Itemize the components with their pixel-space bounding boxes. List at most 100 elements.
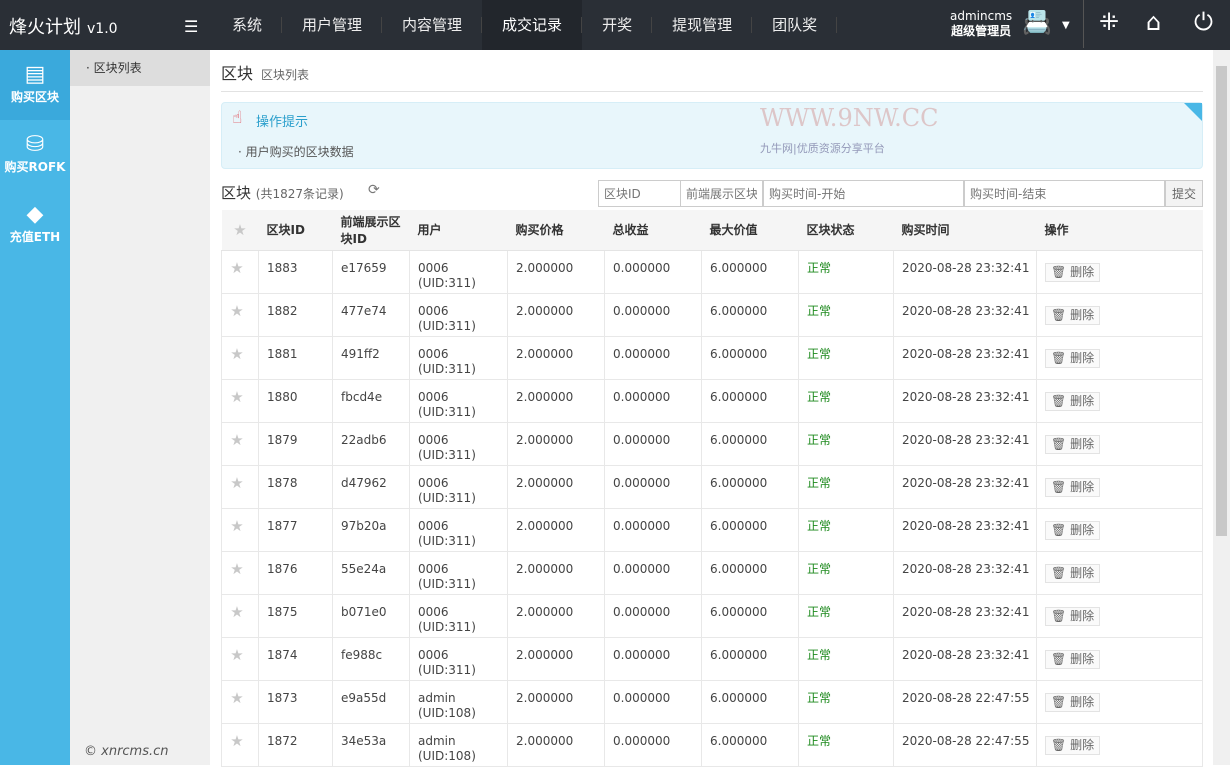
delete-label: 删除 (1070, 522, 1095, 537)
star-icon[interactable]: ★ (221, 550, 259, 595)
actions-cell: 🗑 删除 (1036, 464, 1203, 509)
sidebar-item-buy-block[interactable]: ▤ 购买区块 (0, 50, 70, 120)
buy-time: 2020-08-28 23:32:41 (893, 292, 1037, 337)
copyright: © xnrcms.cn (84, 744, 169, 759)
user-cell: 0006 (UID:311) (409, 378, 508, 423)
pointer-hand-icon: ☝ (232, 108, 243, 128)
app-title: 烽火计划 v1.0 (9, 13, 118, 39)
delete-label: 删除 (1070, 264, 1095, 279)
refresh-icon[interactable]: ⟳ (368, 182, 380, 198)
delete-button[interactable]: 🗑 删除 (1045, 520, 1101, 540)
front-block-id: fbcd4e (332, 378, 410, 423)
contact-card-icon[interactable]: 📇 (1022, 8, 1052, 36)
delete-button[interactable]: 🗑 删除 (1045, 649, 1101, 669)
collapse-corner-icon[interactable] (1184, 103, 1202, 121)
star-icon[interactable]: ★ (221, 335, 259, 380)
menu-toggle-icon[interactable]: ☰ (184, 17, 199, 36)
end-time-input[interactable] (964, 180, 1165, 207)
star-icon[interactable]: ★ (221, 679, 259, 724)
max-value: 6.000000 (701, 636, 799, 681)
trash-icon: 🗑 (1051, 565, 1067, 580)
power-icon[interactable]: ⏻ (1194, 8, 1213, 36)
nav-users[interactable]: 用户管理 (282, 0, 383, 50)
user-cell: 0006 (UID:311) (409, 464, 508, 509)
delete-button[interactable]: 🗑 删除 (1045, 692, 1101, 712)
sidebar-item-buy-rofk[interactable]: ⛁ 购买ROFK (0, 120, 70, 190)
sidebar-item-recharge-eth[interactable]: ◆ 充值ETH (0, 190, 70, 260)
user-uid: (UID:108) (418, 705, 476, 720)
user-name: 0006 (418, 475, 449, 490)
start-time-input[interactable] (763, 180, 964, 207)
nav-content[interactable]: 内容管理 (382, 0, 483, 50)
table-row: ★ 1877 97b20a 0006 (UID:311) 2.000000 0.0… (221, 507, 1203, 552)
star-icon[interactable]: ★ (221, 292, 259, 337)
nav-withdraw[interactable]: 提现管理 (652, 0, 753, 50)
block-id-input[interactable] (598, 180, 680, 207)
delete-button[interactable]: 🗑 删除 (1045, 563, 1101, 583)
divider (1083, 0, 1084, 48)
list-title: 区块 (共1827条记录) (221, 182, 344, 203)
table-row: ★ 1878 d47962 0006 (UID:311) 2.000000 0.0… (221, 464, 1203, 509)
table-row: ★ 1872 34e53a admin (UID:108) 2.000000 0.… (221, 722, 1203, 767)
star-icon[interactable]: ★ (221, 249, 259, 294)
status-badge: 正常 (798, 249, 894, 294)
home-icon[interactable]: ⌂ (1146, 8, 1162, 36)
submit-button[interactable]: 提交 (1165, 180, 1203, 207)
actions-cell: 🗑 删除 (1036, 593, 1203, 638)
nav-system[interactable]: 系统 (212, 0, 283, 50)
front-block-id-input[interactable] (680, 180, 763, 207)
table-row: ★ 1876 55e24a 0006 (UID:311) 2.000000 0.0… (221, 550, 1203, 595)
delete-button[interactable]: 🗑 删除 (1045, 477, 1101, 497)
user-name: 0006 (418, 432, 449, 447)
user-name: admincms (950, 9, 1013, 23)
star-icon[interactable]: ★ (221, 593, 259, 638)
user-uid: (UID:311) (418, 490, 476, 505)
submenu-item-block-list[interactable]: · 区块列表 (70, 50, 210, 86)
delete-button[interactable]: 🗑 删除 (1045, 262, 1101, 282)
top-bar: 烽火计划 v1.0 ☰ 系统 用户管理 内容管理 成交记录 开奖 提现管理 团队奖… (0, 0, 1230, 50)
delete-button[interactable]: 🗑 删除 (1045, 348, 1101, 368)
actions-cell: 🗑 删除 (1036, 722, 1203, 767)
nav-transactions[interactable]: 成交记录 (482, 0, 583, 50)
nav-lottery[interactable]: 开奖 (582, 0, 653, 50)
scrollbar[interactable] (1213, 50, 1230, 765)
total-income: 0.000000 (604, 550, 702, 595)
status-badge: 正常 (798, 722, 894, 767)
block-id: 1873 (258, 679, 333, 724)
delete-button[interactable]: 🗑 删除 (1045, 434, 1101, 454)
price: 2.000000 (507, 679, 605, 724)
network-icon[interactable]: ⁜ (1099, 8, 1120, 36)
delete-button[interactable]: 🗑 删除 (1045, 391, 1101, 411)
block-id: 1878 (258, 464, 333, 509)
star-icon[interactable]: ★ (221, 507, 259, 552)
delete-button[interactable]: 🗑 删除 (1045, 305, 1101, 325)
price: 2.000000 (507, 249, 605, 294)
nav-team-bonus[interactable]: 团队奖 (752, 0, 838, 50)
block-id: 1877 (258, 507, 333, 552)
trash-icon: 🗑 (1051, 264, 1067, 279)
user-info[interactable]: admincms 超级管理员 (950, 9, 1012, 39)
price: 2.000000 (507, 378, 605, 423)
user-name: 0006 (418, 303, 449, 318)
star-icon[interactable]: ★ (221, 378, 259, 423)
user-name: 0006 (418, 604, 449, 619)
total-income: 0.000000 (604, 679, 702, 724)
block-table: ★ 区块ID 前端展示区块ID 用户 购买价格 总收益 最大价值 区块状态 购买… (221, 210, 1203, 767)
star-icon[interactable]: ★ (221, 421, 259, 466)
star-icon[interactable]: ★ (221, 464, 259, 509)
trash-icon: 🗑 (1051, 393, 1067, 408)
document-icon: ▤ (24, 62, 46, 87)
scrollbar-thumb[interactable] (1216, 66, 1227, 536)
col-actions: 操作 (1036, 210, 1203, 251)
caret-down-icon[interactable]: ▼ (1062, 20, 1070, 31)
coins-icon: ⛁ (25, 132, 45, 157)
star-icon[interactable]: ★ (221, 636, 259, 681)
actions-cell: 🗑 删除 (1036, 378, 1203, 423)
delete-button[interactable]: 🗑 删除 (1045, 606, 1101, 626)
delete-button[interactable]: 🗑 删除 (1045, 735, 1101, 755)
main-content: 区块 区块列表 ☝ 操作提示 · 用户购买的区块数据 区块 (共1827条记录) … (210, 50, 1213, 767)
status-badge: 正常 (798, 378, 894, 423)
star-icon[interactable]: ★ (221, 210, 259, 251)
delete-label: 删除 (1070, 737, 1095, 752)
star-icon[interactable]: ★ (221, 722, 259, 767)
